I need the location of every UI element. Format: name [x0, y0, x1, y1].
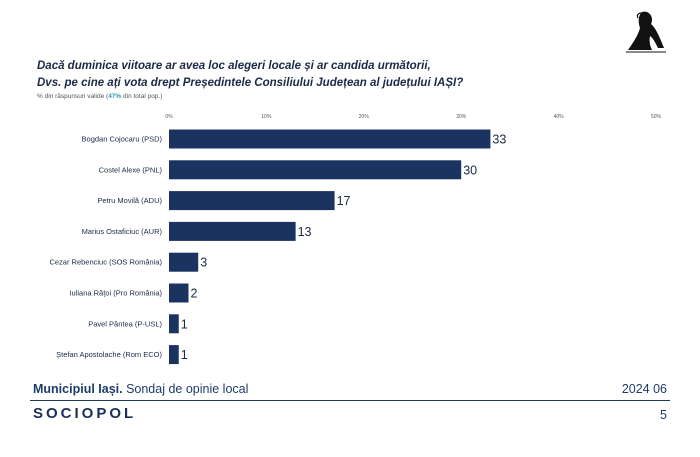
footer-divider — [30, 400, 670, 401]
subtitle-suffix: din total pop.) — [121, 93, 163, 100]
category-label: Pavel Pântea (P-USL) — [88, 319, 162, 328]
bar — [169, 345, 179, 365]
bar — [169, 129, 491, 149]
x-tick-label: 50% — [651, 114, 662, 120]
category-label: Marius Ostaficiuc (AUR) — [82, 227, 163, 236]
footer-location-bold: Municipiul Iași. — [33, 382, 123, 396]
subtitle-highlight: 47% — [108, 93, 122, 100]
bar — [169, 283, 189, 303]
x-tick-label: 30% — [456, 114, 467, 120]
subtitle-prefix: % din răspunsuri valide ( — [37, 93, 109, 100]
bar — [169, 221, 296, 241]
x-tick-label: 20% — [359, 114, 370, 120]
footer-date: 2024 06 — [621, 382, 667, 396]
bar — [169, 314, 179, 334]
category-label: Costel Alexe (PNL) — [99, 165, 163, 174]
x-tick-label: 0% — [165, 114, 173, 120]
data-label: 30 — [463, 163, 477, 177]
data-label: 33 — [492, 133, 506, 147]
bar-chart: 0% 10% 20% 30% 40% 50%Bogdan Cojocaru (PSD) 33… — [49, 114, 662, 365]
question-title: Dacă duminica viitoare ar avea loc alege… — [37, 58, 637, 92]
bar — [169, 191, 335, 211]
category-label: Iuliana Rățoi (Pro România) — [69, 289, 162, 298]
x-tick-label: 40% — [554, 114, 565, 120]
category-label: Petru Movilă (ADU) — [97, 196, 162, 205]
page-number: 5 — [660, 408, 667, 422]
data-label: 1 — [181, 348, 188, 362]
subtitle: % din răspunsuri valide (47% din total p… — [37, 93, 162, 100]
logo-icon — [626, 11, 666, 53]
footer-location: Municipiul Iași. Sondaj de opinie local — [33, 382, 248, 396]
category-label: Cezar Rebenciuc (SOS România) — [49, 258, 162, 267]
brand-logo-text: SOCIOPOL — [33, 405, 137, 422]
data-label: 3 — [200, 256, 207, 270]
data-label: 2 — [190, 287, 197, 301]
data-label: 13 — [298, 225, 312, 239]
category-label: Ștefan Apostolache (Rom ECO) — [56, 350, 162, 359]
x-tick-label: 10% — [261, 114, 272, 120]
data-label: 1 — [181, 317, 188, 331]
question-line-2: Dvs. pe cine ați vota drept Președintele… — [37, 77, 464, 89]
category-label: Bogdan Cojocaru (PSD) — [82, 135, 163, 144]
bar — [169, 252, 199, 272]
data-label: 17 — [337, 194, 351, 208]
bar — [169, 160, 462, 180]
question-line-1: Dacă duminica viitoare ar avea loc alege… — [37, 60, 431, 72]
footer-location-rest: Sondaj de opinie local — [122, 382, 249, 396]
